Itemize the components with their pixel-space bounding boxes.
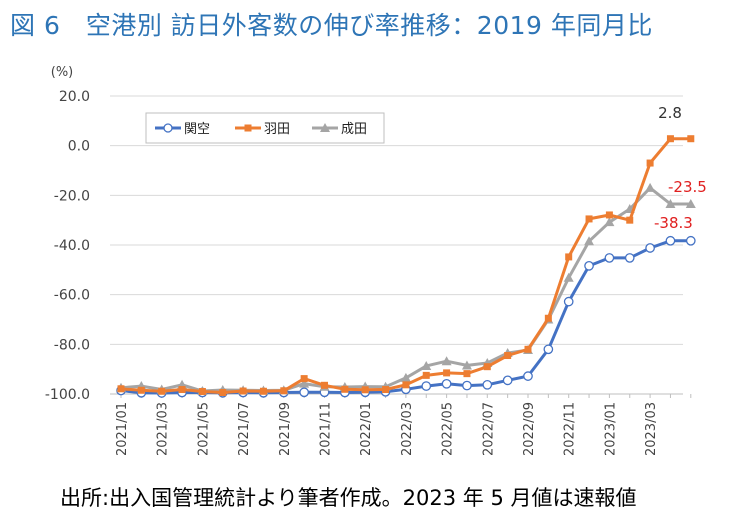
data-point xyxy=(239,387,247,395)
data-point xyxy=(604,253,615,263)
y-tick-label: -100.0 xyxy=(45,387,90,403)
data-point xyxy=(300,375,308,383)
y-tick-label: -20.0 xyxy=(54,188,90,204)
data-point xyxy=(443,369,451,377)
data-point xyxy=(524,345,532,353)
x-tick-label: 2023/03 xyxy=(644,402,659,456)
data-point xyxy=(299,387,309,398)
data-point xyxy=(645,243,655,253)
y-axis-unit: (%) xyxy=(51,65,74,80)
data-label: 2.8 xyxy=(658,104,682,122)
x-tick-label: 2022/01 xyxy=(359,402,374,456)
y-tick-label: 20.0 xyxy=(59,89,90,105)
data-point xyxy=(584,236,595,246)
x-tick-labels: 2021/01 2021/03 2021/05 2021/07 2021/09 2021/… xyxy=(115,402,659,456)
data-point xyxy=(158,387,166,395)
y-tick-labels: 20.0 0.0 -20.0 -40.0 -60.0 -80.0 -100.0 (%) xyxy=(45,65,90,403)
data-point xyxy=(178,386,186,394)
source-note: 出所:出入国管理統計より筆者作成。2023 年 5 月値は速報値 xyxy=(60,486,637,510)
legend: 関空 羽田 成田 xyxy=(145,112,385,144)
data-point xyxy=(280,387,288,395)
data-point xyxy=(402,381,410,389)
data-point xyxy=(441,378,452,389)
data-point xyxy=(421,381,432,391)
y-tick-label: -40.0 xyxy=(54,238,90,254)
data-point xyxy=(259,387,267,395)
data-point xyxy=(544,314,552,322)
y-tick-label: -80.0 xyxy=(54,337,90,353)
data-point xyxy=(441,356,452,366)
data-point xyxy=(463,370,471,378)
annotations: 2.8 -23.5 -38.3 xyxy=(654,104,707,232)
data-point xyxy=(502,375,513,386)
data-point xyxy=(563,272,574,282)
x-tick-label: 2022/07 xyxy=(481,402,496,456)
data-point xyxy=(687,135,695,143)
data-point xyxy=(462,380,472,391)
x-tick-label: 2022/11 xyxy=(563,402,578,456)
data-point xyxy=(299,378,310,388)
x-tick-label: 2021/03 xyxy=(156,402,171,456)
legend-box xyxy=(145,112,385,144)
x-tick-label: 2021/09 xyxy=(278,402,293,456)
data-point xyxy=(584,261,594,271)
data-point xyxy=(563,296,574,307)
data-point xyxy=(422,371,430,379)
data-point xyxy=(604,217,615,227)
data-point xyxy=(483,363,491,371)
series-line-羽田 xyxy=(120,137,691,394)
x-tick-label: 2021/05 xyxy=(196,402,211,456)
series-line-成田 xyxy=(120,186,691,393)
data-point xyxy=(219,389,227,397)
data-point xyxy=(382,386,390,394)
data-point xyxy=(543,344,554,355)
data-point xyxy=(665,199,676,209)
x-tick-label: 2022/03 xyxy=(400,402,415,456)
x-tick-label: 2023/01 xyxy=(603,402,618,456)
data-point xyxy=(605,211,613,219)
data-point xyxy=(685,235,696,246)
data-point xyxy=(646,159,654,167)
data-point xyxy=(321,381,328,389)
x-tick-label: 2022/09 xyxy=(522,402,537,456)
series-line-関空 xyxy=(120,239,691,395)
data-label: -38.3 xyxy=(654,214,693,232)
legend-label: 関空 xyxy=(184,122,210,137)
data-point xyxy=(117,385,125,393)
y-tick-label: -60.0 xyxy=(54,288,90,304)
data-point xyxy=(565,253,573,261)
legend-marker xyxy=(244,124,252,132)
data-point xyxy=(585,215,593,223)
data-point xyxy=(666,135,674,143)
data-point xyxy=(137,386,145,394)
axes xyxy=(110,393,692,398)
chart-title: 図 6 空港別 訪日外客数の伸び率推移：2019 年同月比 xyxy=(10,11,653,40)
data-label: -23.5 xyxy=(668,178,707,196)
data-point xyxy=(198,388,206,396)
data-point xyxy=(645,182,656,192)
series-group xyxy=(116,135,696,398)
data-point xyxy=(665,235,676,246)
data-point xyxy=(341,385,349,393)
data-point xyxy=(626,216,634,224)
data-point xyxy=(685,199,696,209)
data-point xyxy=(421,360,432,370)
data-point xyxy=(624,253,635,263)
data-point xyxy=(504,352,512,360)
data-point xyxy=(361,386,369,394)
legend-label: 成田 xyxy=(341,122,367,137)
data-point xyxy=(482,379,493,390)
data-point xyxy=(400,372,411,382)
x-tick-label: 2021/01 xyxy=(115,402,130,456)
legend-marker xyxy=(320,123,330,132)
x-tick-label: 2021/07 xyxy=(237,402,252,456)
legend-label: 羽田 xyxy=(264,122,290,137)
data-point xyxy=(523,371,533,381)
y-tick-label: 0.0 xyxy=(68,139,90,155)
legend-marker xyxy=(163,123,173,133)
x-tick-label: 2022/05 xyxy=(441,402,456,456)
data-point xyxy=(461,360,472,370)
x-tick-label: 2021/11 xyxy=(319,402,334,456)
